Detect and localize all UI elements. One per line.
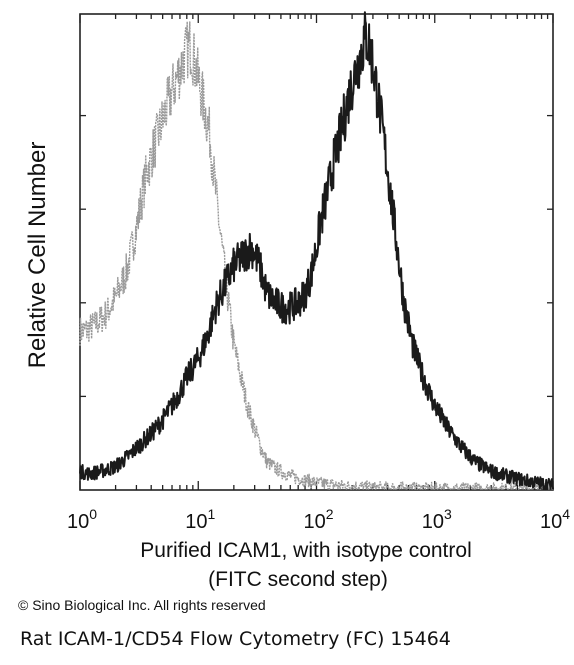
- x-tick-label: 102: [303, 506, 333, 533]
- x-tick-label-exponent: 0: [89, 506, 97, 522]
- labels: Relative Cell Number Purified ICAM1, wit…: [24, 142, 472, 591]
- x-tick-label: 100: [67, 506, 97, 533]
- x-tick-label-base: 10: [67, 511, 89, 533]
- x-tick-label: 104: [540, 506, 570, 533]
- y-axis-label: Relative Cell Number: [24, 142, 51, 369]
- x-tick-label-base: 10: [185, 511, 207, 533]
- x-tick-label-base: 10: [303, 511, 325, 533]
- x-tick-label-exponent: 1: [207, 506, 215, 522]
- x-tick-label-exponent: 4: [562, 506, 570, 522]
- x-tick-label: 103: [422, 506, 452, 533]
- x-tick-label: 101: [185, 506, 215, 533]
- flow-cytometry-chart: 100 101 102 103 104 Relative Cell Number Pur…: [24, 11, 570, 591]
- x-tick-label-exponent: 3: [444, 506, 452, 522]
- copyright-notice: © Sino Biological Inc. All rights reserv…: [18, 597, 266, 613]
- axes: 100 101 102 103 104: [67, 13, 570, 533]
- x-tick-label-base: 10: [422, 511, 444, 533]
- x-tick-label-base: 10: [540, 511, 562, 533]
- series-group: [79, 11, 554, 491]
- series-line-icam1: [79, 11, 554, 491]
- series-line-isotype: [79, 20, 554, 490]
- x-axis-label-line1: Purified ICAM1, with isotype control: [140, 539, 471, 562]
- figure-caption: Rat ICAM-1/CD54 Flow Cytometry (FC) 1546…: [20, 628, 451, 650]
- x-tick-label-exponent: 2: [326, 506, 334, 522]
- x-axis-label-line2: (FITC second step): [208, 568, 388, 591]
